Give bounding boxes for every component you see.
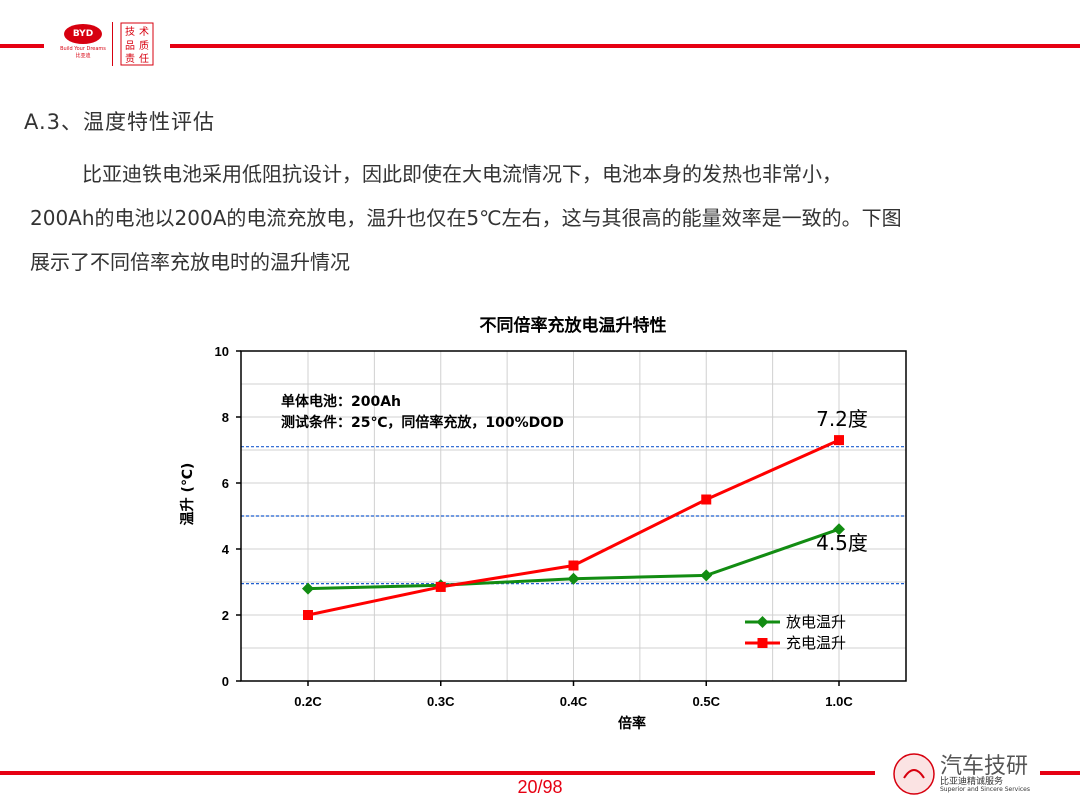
byd-logo: BYD Build Your Dreams 比亚迪 xyxy=(58,22,108,66)
byd-logo-oval: BYD xyxy=(64,24,102,44)
y-tick-label: 10 xyxy=(215,344,229,359)
legend-label-charge: 充电温升 xyxy=(786,634,846,652)
y-axis-label: 温升 (℃) xyxy=(179,463,196,526)
footer-rule-left xyxy=(0,771,875,775)
seal-char: 技 xyxy=(125,25,135,38)
paragraph-line-1: 比亚迪铁电池采用低阻抗设计，因此即使在大电流情况下，电池本身的发热也非常小， xyxy=(82,162,842,186)
data-point-discharge xyxy=(700,569,713,582)
data-point-charge xyxy=(834,435,844,446)
seal-char: 质 xyxy=(139,40,149,52)
data-point-charge xyxy=(701,494,712,505)
data-point-charge xyxy=(435,581,446,592)
y-tick-label: 2 xyxy=(222,608,229,623)
seal-char: 术 xyxy=(139,26,149,38)
x-ticks: 0.2C 0.3C 0.4C 0.5C 1.0C xyxy=(294,681,853,709)
header-rule-left xyxy=(0,44,44,48)
watermark-sub-en: Superior and Sincere Services xyxy=(940,786,1030,793)
y-tick-label: 6 xyxy=(222,476,229,491)
y-ticks: 0 2 4 6 8 10 xyxy=(215,344,241,689)
logo-separator xyxy=(112,22,113,66)
seal-char: 责 xyxy=(125,52,135,65)
y-tick-label: 0 xyxy=(222,674,229,689)
data-point-discharge xyxy=(567,572,580,585)
legend-marker-discharge xyxy=(756,616,769,628)
data-point-charge xyxy=(303,610,313,620)
data-point-discharge xyxy=(302,582,314,595)
annotation-conditions: 测试条件：25℃，同倍率充放，100%DOD xyxy=(281,414,564,431)
paragraph-line-2: 200Ah的电池以200A的电流充放电，温升也仅在5℃左右，这与其很高的能量效率… xyxy=(30,206,902,230)
header-rule-right xyxy=(170,44,1080,48)
x-tick-label: 0.2C xyxy=(294,694,322,709)
byd-logo-tagline: Build Your Dreams 比亚迪 xyxy=(60,46,106,59)
seal-char: 品 xyxy=(125,40,135,52)
x-tick-label: 0.4C xyxy=(560,694,588,709)
seal-stamp: 技 术 品 质 责 任 xyxy=(120,22,154,66)
legend: 放电温升 充电温升 xyxy=(745,613,846,652)
page-number: 20/98 xyxy=(517,777,563,797)
data-point-charge xyxy=(568,560,579,571)
seal-char: 任 xyxy=(139,52,149,65)
x-axis-label: 倍率 xyxy=(618,715,646,732)
data-labels: 7.2度 4.5度 xyxy=(816,407,868,555)
data-point-discharge xyxy=(833,523,845,536)
chart-series xyxy=(302,435,845,620)
x-tick-label: 0.5C xyxy=(693,694,721,709)
y-tick-label: 8 xyxy=(222,410,229,425)
legend-marker-charge xyxy=(757,638,768,648)
watermark-sub-cn: 比亚迪精诚服务 xyxy=(940,777,1004,787)
x-tick-label: 1.0C xyxy=(825,694,853,709)
annotation-cell: 单体电池：200Ah xyxy=(281,393,401,410)
data-label: 7.2度 xyxy=(816,407,868,431)
section-title: A.3、温度特性评估 xyxy=(24,110,216,134)
watermark-logo xyxy=(893,753,935,795)
watermark-text: 汽车技研 xyxy=(940,754,1029,779)
intro-paragraph: 比亚迪铁电池采用低阻抗设计，因此即使在大电流情况下，电池本身的发热也非常小， 2… xyxy=(30,152,1050,284)
data-label: 4.5度 xyxy=(816,531,868,555)
x-tick-label: 0.3C xyxy=(427,694,455,709)
y-tick-label: 4 xyxy=(222,542,230,557)
paragraph-line-3: 展示了不同倍率充放电时的温升情况 xyxy=(30,250,350,274)
legend-label-discharge: 放电温升 xyxy=(786,613,846,631)
chart-title: 不同倍率充放电温升特性 xyxy=(480,315,667,336)
footer-rule-right xyxy=(1040,771,1080,775)
